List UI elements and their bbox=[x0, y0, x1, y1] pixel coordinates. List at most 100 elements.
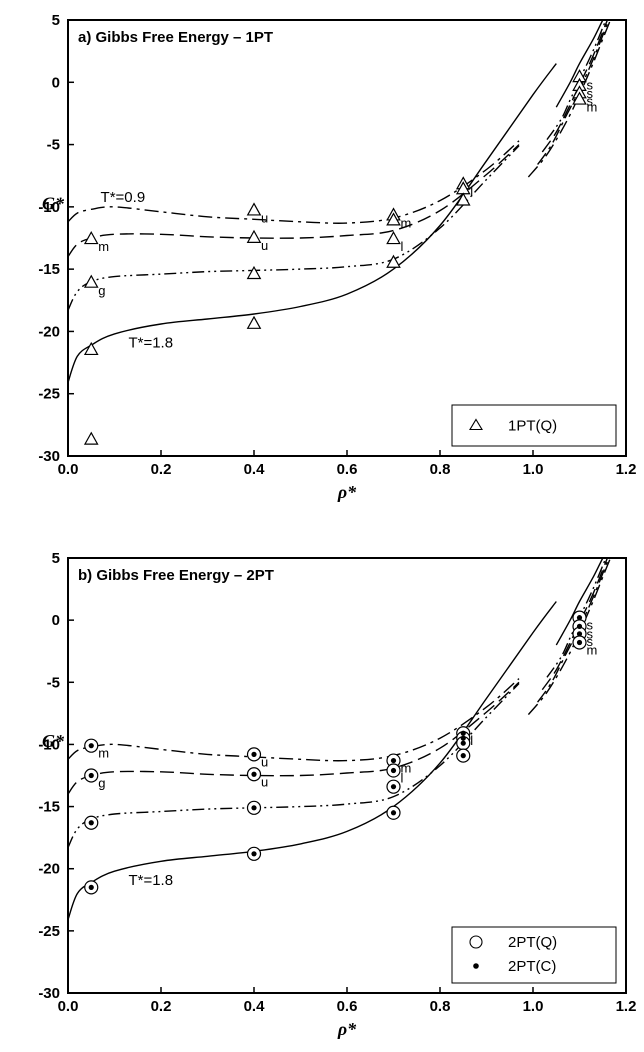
phase-label: m bbox=[98, 239, 109, 254]
data-point-dot bbox=[390, 810, 397, 816]
data-point-dot bbox=[460, 735, 466, 741]
data-point-dot bbox=[251, 805, 257, 811]
data-point-dot bbox=[576, 615, 583, 621]
curve-dash-dot-dot bbox=[68, 145, 520, 311]
y-tick-label: -15 bbox=[38, 261, 60, 278]
legend-label: 1PT(Q) bbox=[508, 418, 557, 435]
data-point-triangle bbox=[455, 192, 471, 206]
temperature-label: T*=1.8 bbox=[128, 335, 173, 352]
data-point-dot bbox=[251, 751, 257, 757]
curve-dash-dot-dot bbox=[546, 558, 607, 678]
y-tick-label: -20 bbox=[38, 861, 60, 878]
curve-dash-dot bbox=[527, 558, 612, 716]
curve-solid bbox=[68, 63, 557, 383]
curve-dash bbox=[541, 20, 609, 153]
y-tick-label: -10 bbox=[38, 199, 60, 216]
phase-label: s bbox=[587, 618, 594, 633]
data-point-dot bbox=[460, 740, 466, 746]
legend: 1PT(Q) bbox=[451, 404, 617, 447]
data-point-triangle bbox=[83, 341, 99, 356]
data-point-dot bbox=[88, 820, 94, 826]
x-tick-label: 0.4 bbox=[244, 461, 266, 478]
y-axis-label: G* bbox=[42, 193, 65, 213]
data-point-triangle bbox=[386, 212, 401, 226]
curve-dash-dot bbox=[68, 140, 520, 224]
data-point-dot bbox=[88, 884, 94, 890]
phase-label: s bbox=[587, 634, 594, 649]
data-point-triangle bbox=[246, 229, 262, 243]
x-tick-label: 1.2 bbox=[616, 998, 637, 1015]
data-point-dot bbox=[576, 639, 583, 646]
x-tick-label: 1.0 bbox=[523, 998, 544, 1015]
phase-label: u bbox=[261, 774, 268, 789]
y-tick-label: -20 bbox=[38, 323, 60, 340]
x-tick-label: 0.8 bbox=[430, 998, 451, 1015]
temperature-label: T*=1.8 bbox=[128, 872, 173, 889]
data-point-dot bbox=[460, 730, 466, 736]
phase-label: m bbox=[401, 216, 412, 231]
curve-dash-dot bbox=[527, 20, 612, 178]
data-point-dot bbox=[576, 623, 583, 629]
legend-label: 2PT(C) bbox=[508, 958, 556, 975]
y-tick-label: 5 bbox=[52, 12, 60, 29]
x-tick-label: 0.6 bbox=[337, 461, 358, 478]
temperature-label: T*=0.9 bbox=[101, 189, 146, 206]
y-tick-label: 0 bbox=[52, 612, 60, 629]
y-tick-label: -5 bbox=[47, 674, 60, 691]
y-tick-label: -30 bbox=[38, 448, 60, 465]
data-point-triangle bbox=[246, 202, 262, 216]
phase-label: g bbox=[98, 776, 105, 791]
x-tick-label: 1.2 bbox=[616, 461, 637, 478]
phase-label: s bbox=[587, 626, 594, 641]
data-point-triangle bbox=[83, 431, 99, 445]
x-tick-label: 0.8 bbox=[430, 461, 451, 478]
curve-group bbox=[68, 558, 612, 920]
data-point-dot bbox=[460, 753, 466, 759]
phase-label: m bbox=[587, 643, 598, 658]
data-point-dot bbox=[576, 631, 583, 637]
phase-label: u bbox=[261, 754, 268, 769]
data-point-triangle bbox=[246, 315, 262, 329]
phase-label: m bbox=[587, 100, 598, 115]
data-point-dot bbox=[390, 784, 397, 790]
phase-label: l bbox=[401, 771, 404, 786]
y-tick-label: -30 bbox=[38, 985, 60, 1002]
data-point-triangle bbox=[83, 274, 99, 288]
legend: 2PT(Q) 2PT(C) bbox=[451, 926, 617, 984]
legend-marker-dot bbox=[473, 963, 479, 969]
legend-marker-circle bbox=[469, 935, 483, 949]
y-tick-label: 0 bbox=[52, 74, 60, 91]
phase-label: m bbox=[401, 761, 412, 776]
chart-title: b) Gibbs Free Energy – 2PT bbox=[78, 567, 274, 584]
phase-label: l bbox=[470, 184, 473, 199]
phase-label: s bbox=[587, 86, 594, 101]
chart-panel-a: 0.0 0.2 0.4 0.6 0.8 1.0 1.2 5 0 -5 -10 -15 -20 -25 -30… bbox=[38, 12, 637, 502]
legend-box bbox=[451, 926, 617, 984]
phase-label: u bbox=[261, 238, 268, 253]
curve-dash-dot-dot bbox=[68, 683, 520, 848]
y-tick-label: -25 bbox=[38, 923, 60, 940]
x-tick-label: 0.4 bbox=[244, 998, 266, 1015]
curve-solid bbox=[555, 558, 604, 646]
x-axis-label: ρ* bbox=[337, 482, 357, 502]
curve-dash bbox=[541, 558, 609, 691]
x-tick-label: 0.0 bbox=[58, 998, 79, 1015]
curve-group bbox=[68, 20, 612, 383]
phase-label: l bbox=[470, 733, 473, 748]
data-point-triangle bbox=[83, 231, 99, 245]
data-point-dot bbox=[88, 772, 94, 779]
x-tick-label: 0.2 bbox=[151, 461, 172, 478]
phase-label: u bbox=[261, 211, 268, 226]
y-axis-label: G* bbox=[42, 731, 65, 751]
phase-label: l bbox=[401, 239, 404, 254]
x-axis-label: ρ* bbox=[337, 1019, 357, 1039]
data-point-dot bbox=[251, 771, 257, 777]
data-point-triangle bbox=[386, 231, 401, 245]
curve-solid bbox=[555, 20, 604, 108]
legend-label: 2PT(Q) bbox=[508, 934, 557, 951]
y-tick-label: -5 bbox=[47, 137, 60, 154]
data-point-triangle bbox=[386, 254, 401, 268]
y-tick-label: -10 bbox=[38, 736, 60, 753]
data-point-dot bbox=[390, 767, 397, 774]
